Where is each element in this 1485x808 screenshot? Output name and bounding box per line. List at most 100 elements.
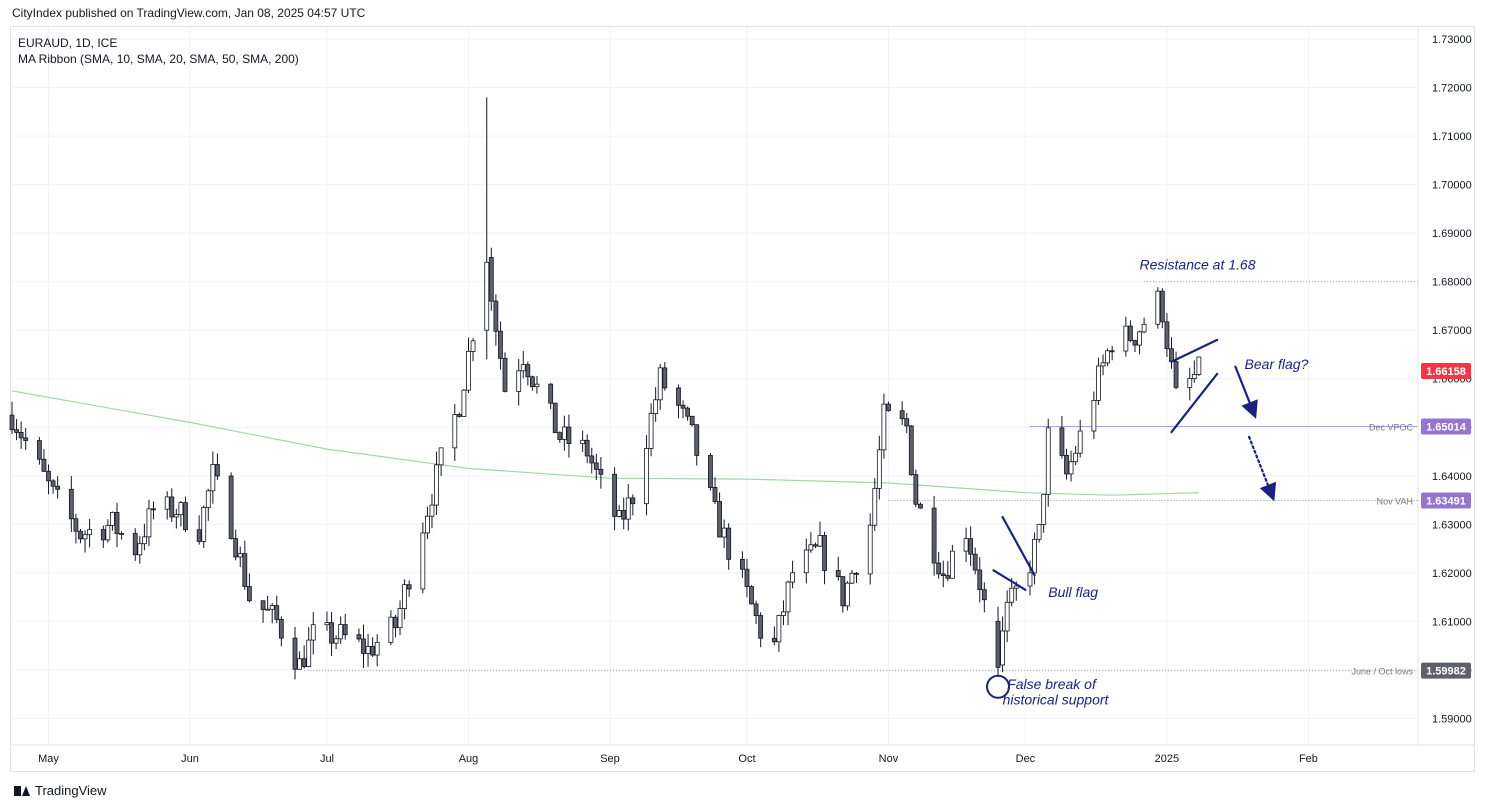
candle-body	[338, 624, 344, 640]
candle-body	[1196, 356, 1202, 375]
candle-body	[1141, 323, 1147, 333]
candle-body	[1004, 601, 1010, 632]
candle-body	[612, 473, 617, 517]
candle-body	[173, 514, 179, 518]
candle-body	[1105, 350, 1110, 364]
candle-body	[1013, 585, 1019, 589]
candle-body	[178, 502, 184, 516]
candle-body	[1000, 630, 1005, 666]
candle-body	[361, 638, 366, 654]
candle-body	[110, 511, 115, 526]
candle-body	[498, 330, 503, 359]
candle-body	[520, 364, 526, 372]
candle-body	[55, 485, 61, 490]
x-tick-label: Dec	[1016, 753, 1036, 765]
candle-body	[50, 480, 56, 487]
candle-body	[265, 608, 271, 611]
candle-body	[237, 553, 243, 558]
candle-body	[580, 439, 586, 445]
candle-body	[9, 414, 15, 431]
candle-body	[662, 367, 668, 389]
candle-body	[936, 562, 942, 575]
candle-body	[333, 638, 339, 644]
candle-body	[566, 426, 572, 445]
candle-body	[1096, 365, 1101, 401]
candle-body	[438, 447, 444, 466]
candle-body	[803, 549, 809, 574]
candle-body	[598, 468, 604, 475]
candle-body	[356, 634, 362, 640]
candle-body	[712, 487, 718, 502]
candle-body	[1187, 378, 1193, 388]
candle-body	[215, 464, 220, 477]
candle-body	[753, 603, 759, 616]
candle-body	[233, 538, 239, 558]
candle-body	[726, 527, 732, 560]
candle-body	[1073, 452, 1079, 463]
candle-body	[151, 508, 156, 511]
candle-body	[301, 658, 307, 667]
y-tick-label: 1.70000	[1432, 180, 1472, 192]
candle-body	[516, 370, 522, 392]
price-tag-june-oct-lows	[1421, 662, 1471, 679]
candle-body	[306, 639, 312, 667]
candle-body	[653, 399, 659, 414]
candle-body	[625, 497, 631, 520]
candle-body	[644, 448, 649, 505]
candle-body	[844, 582, 850, 607]
candle-body	[183, 502, 188, 531]
y-tick-label: 1.72000	[1432, 83, 1472, 95]
candle-body	[1128, 325, 1133, 341]
price-tag-text-nov-vah: 1.63491	[1426, 495, 1466, 507]
candle-body	[269, 605, 275, 610]
bull-flag-label: Bull flag	[1048, 584, 1098, 600]
grid	[12, 27, 1418, 745]
candle-body	[425, 515, 430, 534]
price-tag-text-last: 1.66158	[1426, 366, 1466, 378]
bear-flag-label: Bear flag?	[1245, 356, 1309, 372]
candle-body	[657, 367, 663, 401]
candle-body	[977, 569, 983, 591]
candle-body	[908, 425, 914, 476]
price-tag-dec-vpoc	[1421, 418, 1471, 435]
candle-body	[466, 351, 471, 391]
axes: 1.590001.600001.610001.620001.630001.640…	[10, 27, 1474, 765]
x-tick-label: Nov	[879, 753, 899, 765]
candle-body	[1091, 400, 1097, 432]
chart-frame	[10, 26, 1475, 772]
candle-body	[676, 387, 681, 406]
candle-body	[1077, 430, 1083, 454]
candle-body	[324, 622, 330, 626]
candle-body	[1191, 374, 1197, 379]
false-break-label-2: historical support	[1003, 692, 1110, 708]
candle-body	[584, 439, 590, 457]
candle-body	[1132, 340, 1138, 346]
candle-body	[589, 455, 595, 464]
candle-body	[100, 529, 106, 541]
candle-body	[365, 646, 371, 654]
y-tick-label: 1.69000	[1432, 228, 1472, 240]
candle-body	[278, 618, 284, 639]
candle-body	[82, 534, 88, 540]
candle-body	[470, 340, 476, 352]
false-break-circle	[986, 674, 1011, 699]
candle-body	[14, 429, 19, 433]
x-tick-label: Sep	[600, 753, 620, 765]
candle-body	[402, 584, 407, 609]
candle-body	[1032, 538, 1037, 574]
candles	[9, 97, 1202, 680]
y-tick-label: 1.71000	[1432, 131, 1472, 143]
candle-body	[205, 490, 211, 508]
candle-body	[840, 576, 846, 607]
candle-body	[434, 464, 439, 506]
candle-body	[972, 553, 978, 571]
candle-body	[342, 624, 348, 636]
candle-body	[201, 507, 207, 542]
candle-body	[397, 608, 403, 629]
price-tag-text-dec-vpoc: 1.65014	[1426, 422, 1467, 434]
x-tick-label: 2025	[1155, 753, 1179, 765]
candle-body	[132, 533, 138, 556]
candle-body	[164, 496, 170, 510]
candle-body	[374, 641, 380, 656]
